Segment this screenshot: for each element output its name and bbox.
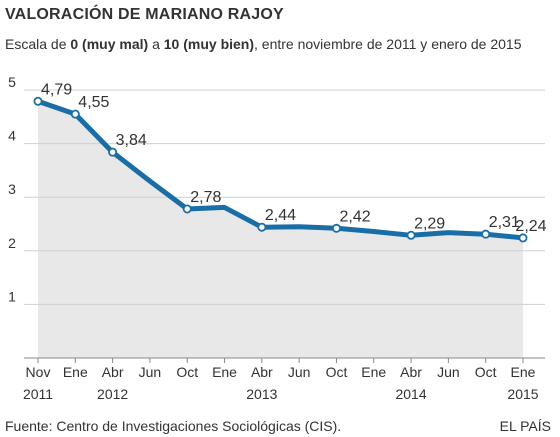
brand-label: EL PAÍS <box>499 418 551 434</box>
data-point <box>70 109 80 119</box>
data-point <box>481 229 491 239</box>
data-point <box>406 230 416 240</box>
subtitle-text-3: , entre noviembre de 2011 y enero de 201… <box>254 36 522 52</box>
x-tick-label: Jun <box>288 364 311 380</box>
data-point <box>33 96 43 106</box>
x-tick-label: Oct <box>326 364 348 380</box>
x-tick-label: Oct <box>475 364 497 380</box>
chart-subtitle: Escala de 0 (muy mal) a 10 (muy bien), e… <box>5 36 522 52</box>
x-tick-label: Abr <box>400 364 422 380</box>
data-label: 2,31 <box>489 214 520 231</box>
y-tick-label: 1 <box>8 288 16 304</box>
subtitle-min: 0 (muy mal) <box>70 36 149 52</box>
data-label: 2,44 <box>265 207 296 224</box>
x-tick-label: Ene <box>212 364 237 380</box>
x-tick-label: Jun <box>139 364 162 380</box>
data-label: 2,42 <box>339 208 370 225</box>
data-label: 4,55 <box>78 94 109 111</box>
data-label: 4,79 <box>41 81 72 98</box>
data-label: 2,78 <box>190 189 221 206</box>
x-tick-label: Jun <box>437 364 460 380</box>
y-tick-label: 4 <box>8 128 16 144</box>
x-tick-label: Oct <box>176 364 198 380</box>
subtitle-max: 10 (muy bien) <box>163 36 255 52</box>
data-point <box>331 223 341 233</box>
chart-title: VALORACIÓN DE MARIANO RAJOY <box>5 6 284 23</box>
x-tick-label: Ene <box>511 364 536 380</box>
data-label: 2,29 <box>414 215 445 232</box>
y-tick-label: 3 <box>8 181 16 197</box>
series-line <box>35 98 526 241</box>
y-tick-label: 5 <box>8 74 16 90</box>
data-point <box>108 147 118 157</box>
subtitle-text-2: a <box>148 36 164 52</box>
x-tick-label: Nov <box>26 364 51 380</box>
area-fill <box>38 101 523 359</box>
x-tick-label: Ene <box>361 364 386 380</box>
y-tick-label: 2 <box>8 235 16 251</box>
subtitle-text-1: Escala de <box>5 36 71 52</box>
data-point <box>257 222 267 232</box>
x-year-label: 2013 <box>246 386 277 402</box>
x-year-label: 2011 <box>23 386 53 402</box>
x-year-label: 2015 <box>507 386 538 402</box>
source-note: Fuente: Centro de Investigaciones Sociol… <box>5 418 342 434</box>
data-point <box>182 204 192 214</box>
x-tick-label: Ene <box>63 364 88 380</box>
x-tick-label: Abr <box>251 364 273 380</box>
x-year-label: 2012 <box>97 386 128 402</box>
x-year-label: 2014 <box>395 386 426 402</box>
data-label: 2,24 <box>515 218 546 235</box>
data-label: 3,84 <box>116 132 147 149</box>
data-point <box>518 233 528 243</box>
x-tick-label: Abr <box>102 364 124 380</box>
